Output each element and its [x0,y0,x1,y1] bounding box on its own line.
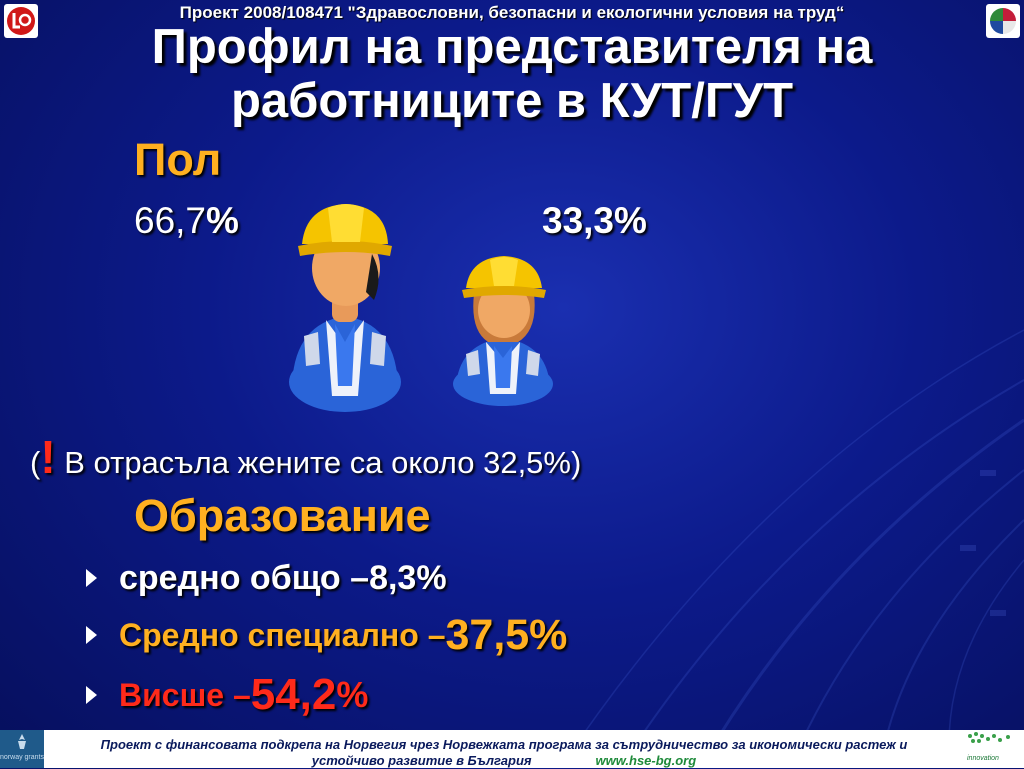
gender-heading: Пол [134,134,222,185]
project-line: Проект 2008/108471 "Здравословни, безопа… [179,3,845,22]
footer-line-2: устойчиво развитие в България [311,753,532,768]
education-label: средно общо – [119,558,370,597]
note-open-paren: ( [30,445,41,480]
bullet-arrow-icon [86,569,97,587]
women-share-note: (! В отрасъла жените са около 32,5%) [30,430,581,484]
female-percentage: 33,3% [542,200,647,241]
innovation-logo: innovation [964,730,1024,768]
male-value: 66,7 [134,200,207,241]
lo-logo-icon [4,4,38,38]
project-logo-icon [986,4,1020,38]
female-worker-icon [453,256,553,406]
education-value: 54,2 [250,670,337,719]
norway-grants-logo: norway grants [0,730,44,768]
male-percentage: 66,7% [134,200,239,242]
education-label: Средно специално – [119,616,446,653]
bullet-arrow-icon [86,686,97,704]
education-item-higher: Висше – 54,2% [84,670,369,719]
education-percent-sign: % [336,674,369,715]
exclamation-mark: ! [40,431,56,483]
note-text: В отрасъла жените са около 32,5%) [55,445,582,480]
innovation-label: innovation [967,755,999,762]
page-title: Профил на представителя на работниците в… [40,20,984,128]
education-item-specialized: Средно специално – 37,5% [84,610,568,659]
male-percent-sign: % [206,200,239,241]
footer-banner: Проект с финансовата подкрепа на Норвеги… [44,730,964,768]
footer-url-link[interactable]: www.hse-bg.org [595,753,697,768]
title-line-1: Профил на представителя на [151,20,873,74]
norway-grants-label: norway grants [0,754,44,761]
education-heading: Образование [134,490,431,541]
education-label: Висше – [119,676,251,713]
bullet-arrow-icon [86,626,97,644]
education-value: 37,5% [445,610,568,659]
male-worker-icon [289,204,401,412]
footer-line-1: Проект с финансовата подкрепа на Норвеги… [100,737,908,752]
education-value: 8,3% [369,558,447,597]
education-item-general: средно общо – 8,3% [84,555,447,601]
title-line-2: работниците в КУТ/ГУТ [230,74,794,128]
